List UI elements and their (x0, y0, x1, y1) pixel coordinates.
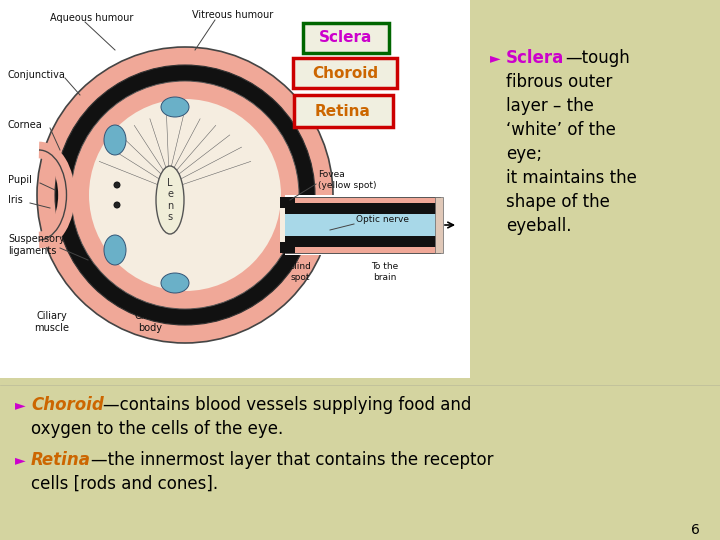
Circle shape (114, 182, 120, 188)
Ellipse shape (104, 235, 126, 265)
Text: shape of the: shape of the (506, 193, 610, 211)
Ellipse shape (156, 166, 184, 234)
FancyBboxPatch shape (294, 95, 393, 127)
Text: cells [rods and cones].: cells [rods and cones]. (31, 475, 218, 493)
Text: Choroid: Choroid (312, 65, 378, 80)
Ellipse shape (161, 97, 189, 117)
Text: Suspensory
ligaments: Suspensory ligaments (8, 234, 65, 256)
Text: it maintains the: it maintains the (506, 169, 637, 187)
Text: To the
brain: To the brain (372, 262, 399, 282)
Text: Optic nerve: Optic nerve (356, 215, 409, 225)
Text: layer – the: layer – the (506, 97, 594, 115)
Bar (285, 197, 440, 253)
Circle shape (55, 65, 315, 325)
Text: Retina: Retina (31, 451, 91, 469)
Bar (280, 197, 295, 208)
Text: Sclera: Sclera (506, 49, 564, 67)
Text: Choroid: Choroid (31, 396, 104, 414)
Text: Ciliary
muscle: Ciliary muscle (35, 311, 70, 333)
FancyBboxPatch shape (293, 58, 397, 88)
Text: Sclera: Sclera (319, 30, 373, 45)
Bar (285, 195, 460, 255)
Text: —the innermost layer that contains the receptor: —the innermost layer that contains the r… (91, 451, 493, 469)
Bar (285, 236, 440, 247)
Text: eyeball.: eyeball. (506, 217, 572, 235)
Text: Pupil: Pupil (8, 175, 32, 185)
Bar (285, 214, 440, 236)
Circle shape (89, 99, 281, 291)
Text: oxygen to the cells of the eye.: oxygen to the cells of the eye. (31, 420, 283, 438)
Text: Vitreous humour: Vitreous humour (192, 10, 274, 20)
Text: —contains blood vessels supplying food and: —contains blood vessels supplying food a… (103, 396, 472, 414)
Circle shape (71, 81, 299, 309)
Text: Iris: Iris (8, 195, 23, 205)
Circle shape (37, 47, 333, 343)
Text: ►: ► (15, 453, 26, 467)
Text: ‘white’ of the: ‘white’ of the (506, 121, 616, 139)
Text: Ciliary
body: Ciliary body (135, 311, 166, 333)
Bar (280, 197, 295, 253)
Ellipse shape (104, 125, 126, 155)
Text: ►: ► (15, 398, 26, 412)
Text: L
e
n
s: L e n s (167, 178, 173, 222)
Text: Aqueous humour: Aqueous humour (50, 13, 133, 23)
Bar (280, 242, 295, 253)
Bar (285, 203, 440, 214)
Circle shape (114, 202, 120, 208)
Text: 6: 6 (691, 523, 700, 537)
Text: fibrous outer: fibrous outer (506, 73, 613, 91)
FancyBboxPatch shape (303, 23, 389, 53)
Text: Fovea
(yellow spot): Fovea (yellow spot) (318, 170, 377, 190)
Text: Cornea: Cornea (8, 120, 42, 130)
Ellipse shape (161, 273, 189, 293)
Text: Conjunctiva: Conjunctiva (8, 70, 66, 80)
Bar (435, 197, 443, 253)
Text: ►: ► (490, 51, 500, 65)
Text: eye;: eye; (506, 145, 542, 163)
Text: Blind
spot: Blind spot (289, 262, 312, 282)
Text: Retina: Retina (315, 104, 371, 118)
Text: —tough: —tough (565, 49, 630, 67)
Bar (0, 0, 470, 378)
